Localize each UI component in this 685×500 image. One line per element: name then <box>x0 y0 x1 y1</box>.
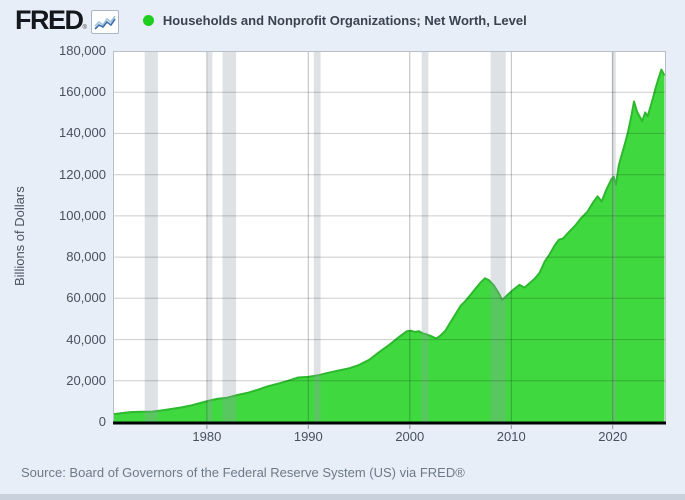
fred-logo-chart-icon <box>90 9 119 34</box>
y-tick-label: 140,000 <box>59 125 106 141</box>
y-tick-label: 20,000 <box>66 372 106 388</box>
x-tick-label: 1980 <box>192 429 222 444</box>
y-tick-label: 180,000 <box>59 43 106 58</box>
source-attribution: Source: Board of Governors of the Federa… <box>21 465 465 480</box>
registered-trademark: ® <box>82 24 87 31</box>
y-tick-label: 80,000 <box>66 249 106 265</box>
bottom-edge-strip <box>0 494 685 500</box>
fred-logo-text: FRED <box>15 4 84 35</box>
x-tick-label: 2010 <box>496 429 526 444</box>
y-axis-tick-labels: 0 20,000 40,000 60,000 80,000 100,000 120,000 1… <box>0 0 106 500</box>
x-tick-label: 2000 <box>395 429 425 444</box>
y-tick-label: 60,000 <box>66 290 106 306</box>
series-title-link[interactable]: Households and Nonprofit Organizations; … <box>162 12 527 28</box>
y-tick-label: 0 <box>98 414 106 429</box>
chart-canvas[interactable] <box>113 51 666 429</box>
y-tick-label: 40,000 <box>66 331 106 347</box>
graph-header: FRED ® Households and Nonprofit Organiza… <box>15 6 527 34</box>
legend-marker-icon <box>142 14 154 26</box>
x-tick-label: 1990 <box>293 429 323 444</box>
fred-logo[interactable]: FRED ® <box>15 4 119 35</box>
y-tick-label: 160,000 <box>59 84 106 100</box>
y-tick-label: 120,000 <box>59 166 106 182</box>
x-tick-label: 2020 <box>598 429 628 444</box>
y-tick-label: 100,000 <box>59 207 106 223</box>
